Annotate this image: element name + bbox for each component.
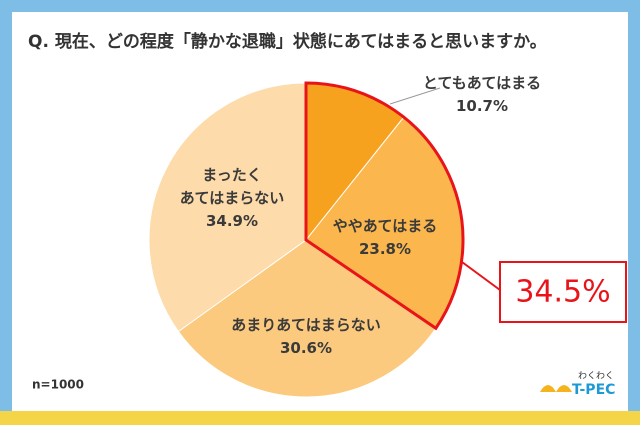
bottom-strip [0,411,640,425]
pie [148,81,465,398]
pie-slice [177,239,437,398]
logo-icon [540,385,572,392]
highlight-outline [304,81,465,331]
callout-text: 34.5% [515,275,610,310]
value-label: 10.7% [455,97,509,115]
chart-title: Q. 現在、どの程度「静かな退職」状態にあてはまると思いますか。 [28,31,547,52]
callout-line [461,261,501,291]
slice-label: まったく あてはまらない [179,166,285,207]
leader-line [389,87,441,105]
slice-label: あまりあてはまらない [231,316,381,334]
value-label: 23.8% [358,240,412,258]
logo-small: わくわく [578,371,614,382]
logo-main: T-PEC [572,382,615,398]
callout-box [499,261,627,323]
note: n=1000 [32,378,84,392]
slice-label: とてもあてはまる [422,74,542,92]
slice-label: ややあてはまる [332,217,438,235]
value-label: 30.6% [279,339,333,357]
value-label: 34.9% [205,212,259,230]
pie-slice [148,82,307,333]
logo: わくわく T-PEC [540,371,615,398]
